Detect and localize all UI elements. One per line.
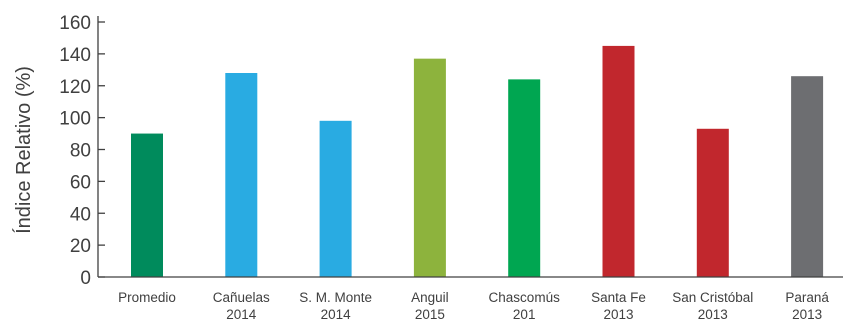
y-tick-label: 140 bbox=[59, 45, 91, 66]
bar bbox=[602, 45, 635, 277]
y-axis-label: Índice Relativo (%) bbox=[12, 66, 35, 234]
bar bbox=[131, 133, 163, 277]
x-tick-label: S. M. Monte bbox=[299, 290, 372, 305]
x-tick-label: Chascomús bbox=[489, 290, 561, 305]
y-tick-label: 160 bbox=[59, 13, 91, 34]
bar bbox=[319, 120, 352, 277]
x-tick-label: 2015 bbox=[415, 307, 445, 320]
y-tick-label: 100 bbox=[59, 109, 91, 130]
bars bbox=[131, 45, 824, 277]
x-tick-label: 2014 bbox=[321, 307, 352, 320]
x-tick-label: 2013 bbox=[792, 307, 822, 320]
x-tick-label: Santa Fe bbox=[591, 290, 646, 305]
x-tick-label: 201 bbox=[513, 307, 536, 320]
x-axis-ticks: Promedio Cañuelas 2014 S. M. Monte 2014 Angui… bbox=[118, 290, 829, 320]
x-tick-label: 2013 bbox=[603, 307, 633, 320]
y-tick-label: 80 bbox=[70, 141, 91, 162]
x-tick-label: 2014 bbox=[226, 307, 257, 320]
x-tick-label: Promedio bbox=[118, 290, 176, 305]
x-tick-label: Paraná bbox=[785, 290, 829, 305]
x-tick-label: Cañuelas bbox=[213, 290, 270, 305]
y-tick-label: 60 bbox=[70, 172, 91, 193]
y-tick-label: 120 bbox=[59, 77, 91, 98]
y-tick-label: 40 bbox=[70, 204, 91, 225]
bar bbox=[696, 128, 729, 277]
x-tick-label: 2013 bbox=[698, 307, 728, 320]
x-tick-label: Anguil bbox=[411, 290, 449, 305]
bar bbox=[508, 79, 541, 277]
bar bbox=[225, 73, 258, 277]
y-tick-label: 0 bbox=[80, 268, 91, 289]
y-axis-ticks: 0 20 40 60 80 100 120 140 160 bbox=[59, 13, 105, 289]
x-tick-label: San Cristóbal bbox=[672, 290, 753, 305]
y-tick-label: 20 bbox=[70, 236, 91, 257]
bar bbox=[413, 58, 446, 277]
bar bbox=[791, 76, 824, 277]
